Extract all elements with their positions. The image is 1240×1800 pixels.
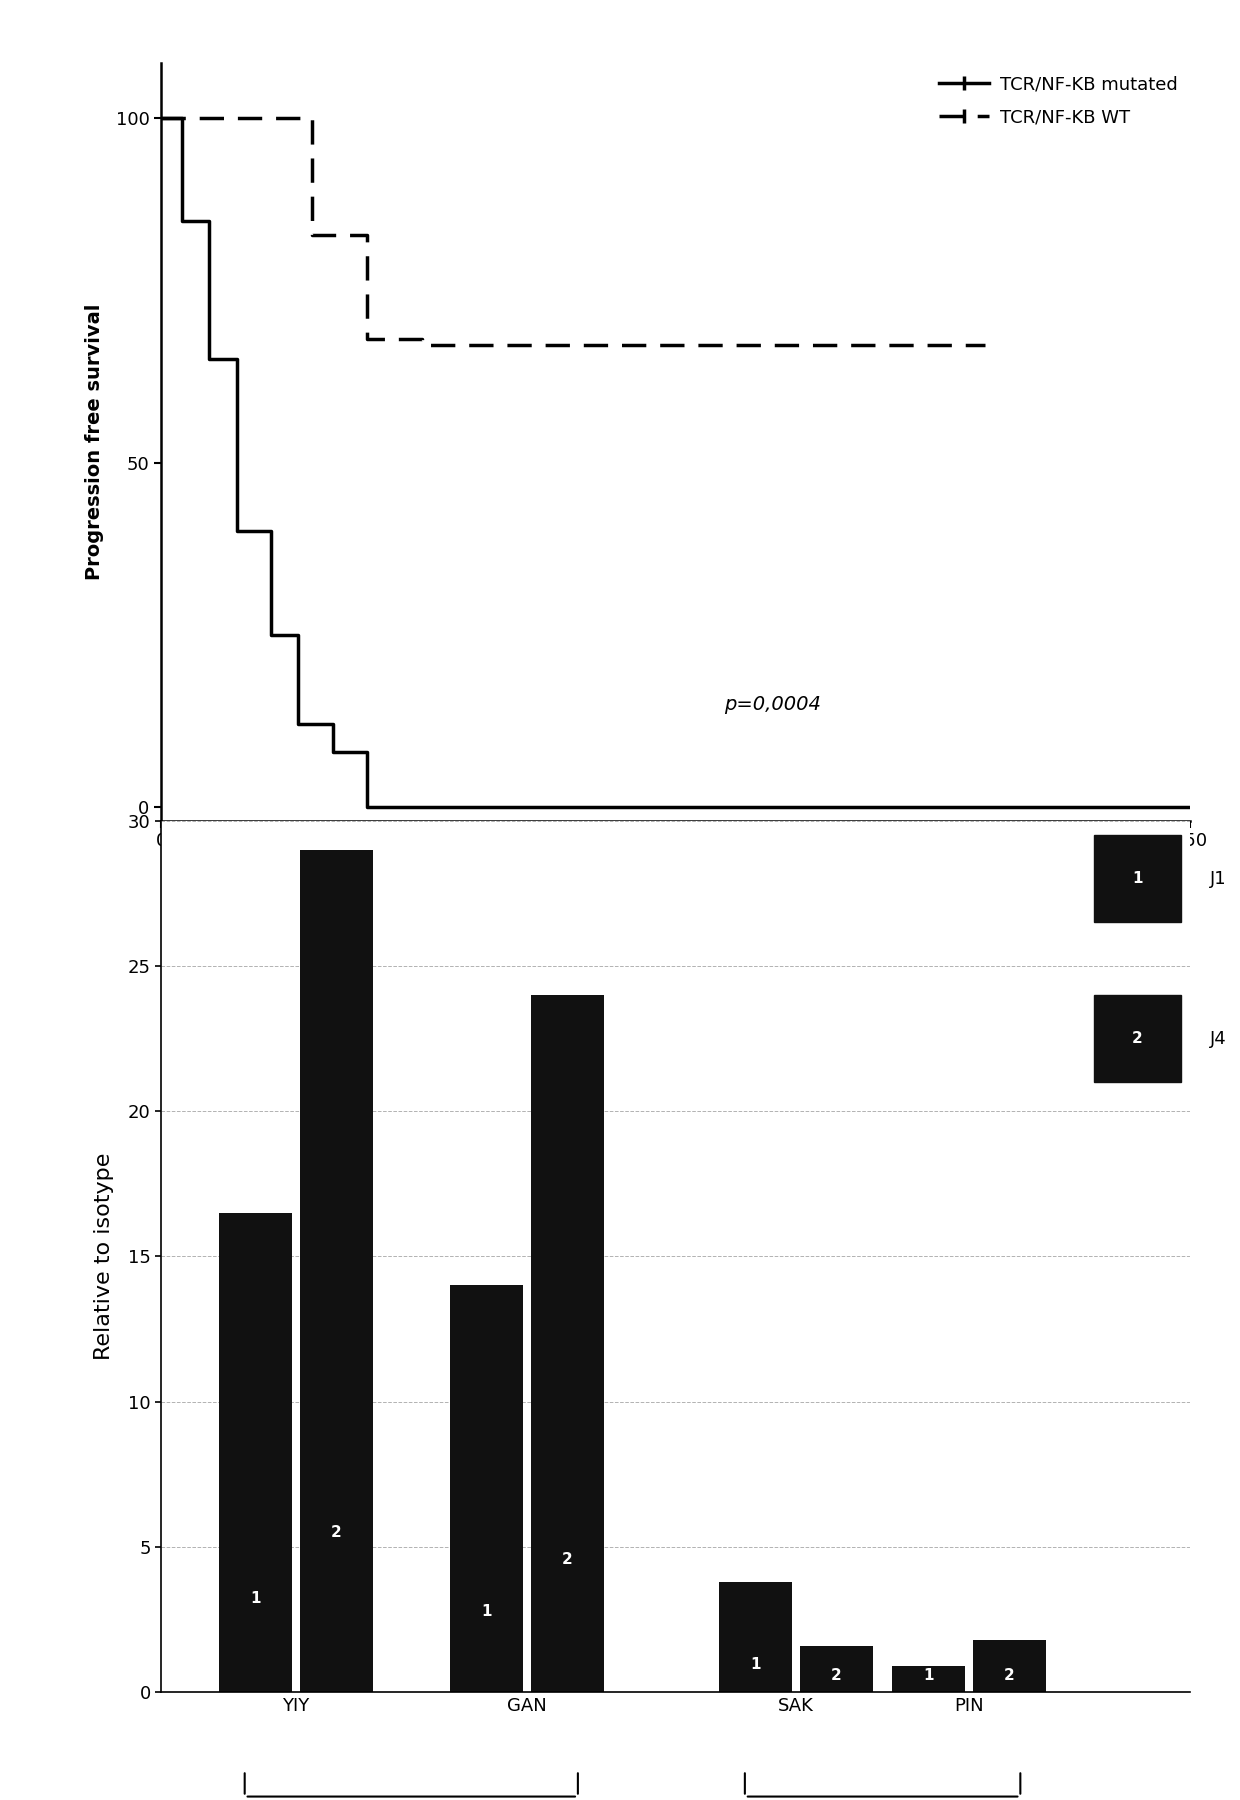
Bar <box>531 995 604 1692</box>
TCR/NF-KB WT <box>360 328 374 349</box>
Text: J1: J1 <box>1210 869 1226 887</box>
Text: 2: 2 <box>1004 1667 1016 1683</box>
Bar <box>973 1640 1047 1692</box>
TCR/NF-KB mutated <box>264 625 279 646</box>
TCR/NF-KB mutated <box>229 520 244 542</box>
Text: J4: J4 <box>1210 1030 1226 1048</box>
Text: Figure 1a: Figure 1a <box>627 927 724 945</box>
TCR/NF-KB mutated <box>229 349 244 371</box>
TCR/NF-KB mutated <box>202 211 217 232</box>
Bar <box>450 1285 523 1692</box>
TCR/NF-KB WT <box>414 328 429 349</box>
TCR/NF-KB WT <box>305 108 320 130</box>
TCR/NF-KB mutated <box>360 796 374 817</box>
Bar <box>800 1645 873 1692</box>
TCR/NF-KB mutated <box>325 713 340 734</box>
Bar <box>1094 835 1180 922</box>
TCR/NF-KB WT <box>305 225 320 247</box>
Text: 1: 1 <box>481 1604 491 1618</box>
TCR/NF-KB mutated <box>360 742 374 763</box>
Text: 2: 2 <box>562 1552 573 1566</box>
TCR/NF-KB WT <box>977 335 992 356</box>
Line: TCR/NF-KB WT: TCR/NF-KB WT <box>161 119 985 346</box>
Y-axis label: Relative to isotype: Relative to isotype <box>94 1152 114 1361</box>
Line: TCR/NF-KB mutated: TCR/NF-KB mutated <box>161 119 1190 806</box>
Text: 1: 1 <box>250 1591 260 1606</box>
Bar <box>719 1582 792 1692</box>
TCR/NF-KB WT <box>414 335 429 356</box>
Text: 1: 1 <box>924 1669 934 1683</box>
Text: 2: 2 <box>331 1525 342 1541</box>
Text: 2: 2 <box>1132 1031 1143 1046</box>
X-axis label: Months: Months <box>626 862 725 886</box>
TCR/NF-KB mutated <box>291 713 306 734</box>
TCR/NF-KB WT <box>154 108 169 130</box>
Bar <box>1094 995 1180 1082</box>
Text: 2: 2 <box>831 1669 842 1683</box>
TCR/NF-KB mutated <box>1183 796 1198 817</box>
TCR/NF-KB mutated <box>394 796 409 817</box>
TCR/NF-KB mutated <box>325 742 340 763</box>
TCR/NF-KB mutated <box>264 520 279 542</box>
TCR/NF-KB mutated <box>394 796 409 817</box>
Y-axis label: Progression free survival: Progression free survival <box>86 304 104 580</box>
TCR/NF-KB mutated <box>175 108 190 130</box>
TCR/NF-KB mutated <box>202 349 217 371</box>
Bar <box>219 1213 291 1692</box>
Legend: TCR/NF-KB mutated, TCR/NF-KB WT: TCR/NF-KB mutated, TCR/NF-KB WT <box>931 68 1185 133</box>
TCR/NF-KB mutated <box>154 108 169 130</box>
TCR/NF-KB mutated <box>291 625 306 646</box>
Bar <box>300 850 373 1692</box>
Text: 1: 1 <box>750 1658 761 1672</box>
Bar <box>893 1665 965 1692</box>
TCR/NF-KB mutated <box>175 211 190 232</box>
Text: p=0,0004: p=0,0004 <box>724 695 821 715</box>
Text: 1: 1 <box>1132 871 1143 886</box>
TCR/NF-KB WT <box>360 225 374 247</box>
